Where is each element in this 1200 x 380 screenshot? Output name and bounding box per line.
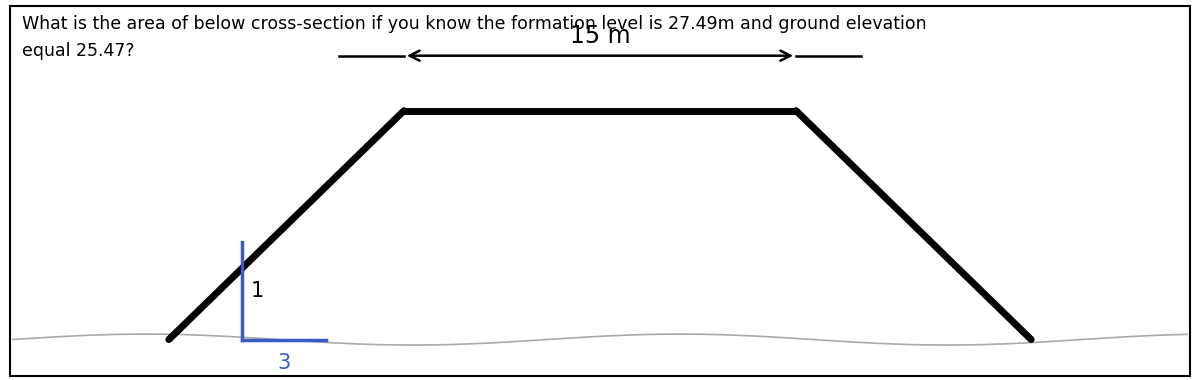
Text: 3: 3 bbox=[277, 353, 290, 373]
Text: 15 m: 15 m bbox=[570, 24, 630, 48]
Text: What is the area of below cross-section if you know the formation level is 27.49: What is the area of below cross-section … bbox=[22, 15, 926, 60]
Text: 1: 1 bbox=[251, 281, 264, 301]
